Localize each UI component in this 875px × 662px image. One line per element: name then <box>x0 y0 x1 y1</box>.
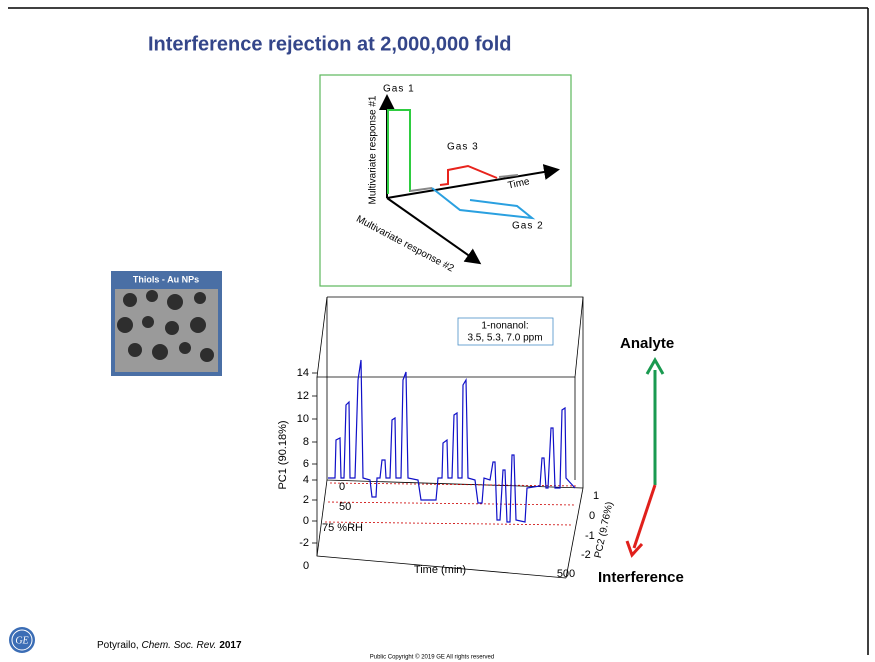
x-tick-label: 0 <box>303 560 309 572</box>
z-tick-label: -1 <box>585 530 595 542</box>
thumbnail: Thiols - Au NPs <box>111 271 222 376</box>
y-tick-label: 10 <box>297 413 309 425</box>
interference-label: Interference <box>598 569 684 586</box>
logo-ring <box>11 629 33 651</box>
y-tick-label: 4 <box>303 474 309 486</box>
logo <box>9 627 35 653</box>
y-axis-label: PC1 (90.18%) <box>277 420 289 489</box>
z-tick-label: -2 <box>581 549 591 561</box>
rh-label: 75 %RH <box>322 522 363 534</box>
analyte-label: Analyte <box>620 335 674 352</box>
logo-text: GE <box>15 635 28 646</box>
citation-author: Potyrailo, <box>97 640 141 651</box>
copyright: Public Copyright © 2019 GE All rights re… <box>370 654 494 661</box>
z-tick-label: 0 <box>589 510 595 522</box>
citation: Potyrailo, Chem. Soc. Rev. 2017 <box>97 640 242 651</box>
gas-label: Gas 1 <box>383 84 415 95</box>
rh-label: 0 <box>339 481 345 493</box>
x-axis-label: Time (min) <box>414 564 466 576</box>
y-tick-label: 8 <box>303 436 309 448</box>
concept-diagram: Gas 1 Gas 3 Gas 2 Time Multivariate resp… <box>319 74 572 287</box>
gas-label: Gas 2 <box>512 221 544 232</box>
interference-arrowhead <box>625 540 644 558</box>
y-tick-label: 2 <box>303 494 309 506</box>
z-axis-label: PC2 (9.76%) <box>593 501 616 559</box>
y-axis <box>312 372 317 544</box>
legend-text: 1-nonanol: <box>481 321 528 332</box>
citation-year: 2017 <box>219 640 242 651</box>
interference-arrow <box>632 484 657 549</box>
rh-label: 50 <box>339 501 351 513</box>
y-tick-label: 14 <box>297 367 309 379</box>
analyte-arrowhead <box>645 356 665 375</box>
citation-journal: Chem. Soc. Rev. <box>141 640 216 651</box>
y-tick-label: 6 <box>303 458 309 470</box>
slide-title: Interference rejection at 2,000,000 fold <box>148 33 512 55</box>
axis-label: Time <box>507 176 531 191</box>
thumbnail-label: Thiols - Au NPs <box>133 274 199 284</box>
plot-3d <box>316 296 584 579</box>
legend-text: 3.5, 5.3, 7.0 ppm <box>467 333 542 344</box>
y-tick-label: 12 <box>297 390 309 402</box>
z-tick-label: 1 <box>593 490 599 502</box>
axis-label: Multivariate response #1 <box>368 95 379 204</box>
y-tick-label: -2 <box>299 537 309 549</box>
gas-label: Gas 3 <box>447 142 479 153</box>
y-tick-label: 0 <box>303 515 309 527</box>
x-tick-label: 500 <box>557 568 575 580</box>
